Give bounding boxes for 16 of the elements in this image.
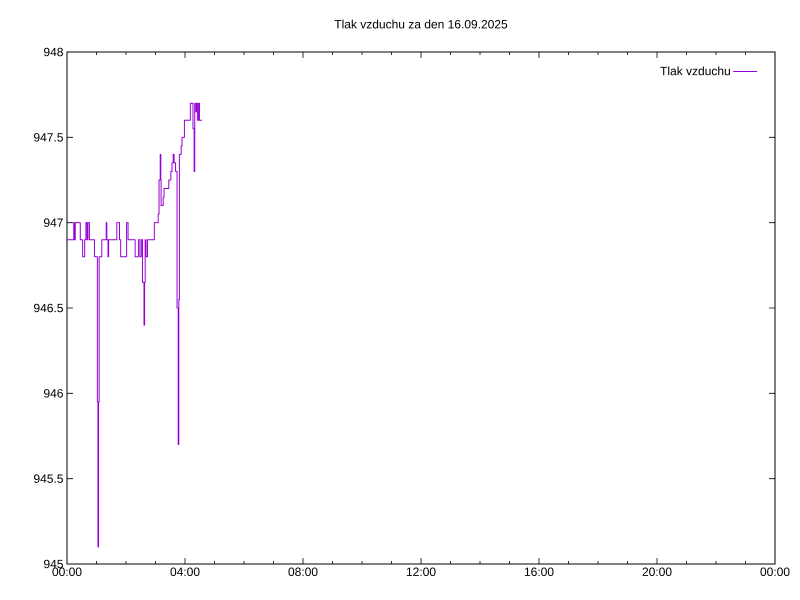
y-tick-label: 945	[44, 560, 63, 568]
x-tick-label: 00:00	[52, 568, 82, 576]
x-tick-label: 16:00	[524, 568, 554, 576]
y-tick-label: 946.5	[34, 304, 63, 312]
y-tick-label: 947.5	[34, 133, 63, 142]
legend-label: Tlak vzduchu	[660, 66, 730, 76]
y-tick-label: 947	[44, 218, 63, 227]
x-tick-label: 08:00	[288, 568, 318, 576]
x-tick-label: 04:00	[170, 568, 200, 576]
y-tick-label: 948	[44, 48, 63, 56]
x-tick-label: 20:00	[642, 568, 672, 576]
x-tick-label: 00:00	[760, 568, 790, 576]
y-tick-label: 946	[44, 389, 63, 398]
x-tick-label: 12:00	[406, 568, 436, 576]
chart-title: Tlak vzduchu za den 16.09.2025	[334, 20, 508, 28]
y-tick-label: 945.5	[34, 474, 63, 483]
